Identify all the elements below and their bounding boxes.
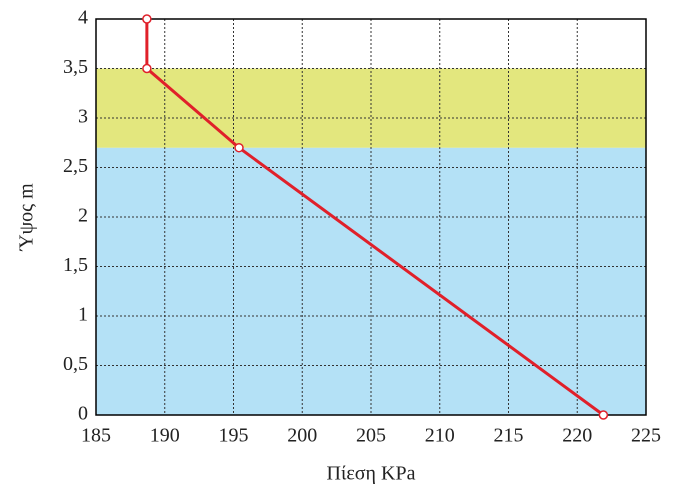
x-tick-label: 195 — [219, 425, 249, 447]
x-tick-label: 190 — [150, 425, 180, 447]
series-line — [145, 19, 605, 417]
x-tick-label: 215 — [494, 425, 524, 447]
y-tick-label: 1 — [78, 304, 88, 326]
y-tick-label: 0 — [78, 403, 88, 425]
plot-frame — [95, 18, 647, 416]
y-tick-label: 3 — [78, 106, 88, 128]
y-tick-label: 4 — [78, 7, 88, 29]
x-tick-label: 205 — [356, 425, 386, 447]
point-marker — [234, 142, 244, 153]
x-tick-label: 225 — [631, 425, 661, 447]
y-tick-label: 2 — [78, 205, 88, 227]
x-axis-label: Πίεση KPa — [327, 463, 416, 485]
point-marker — [142, 63, 152, 74]
y-tick-label: 1,5 — [63, 254, 88, 276]
x-tick-label: 200 — [287, 425, 317, 447]
point-marker — [142, 14, 152, 24]
x-tick-label: 220 — [562, 425, 592, 447]
y-tick-label: 2,5 — [63, 155, 88, 177]
point-marker — [598, 410, 609, 420]
x-tick-label: 185 — [81, 425, 111, 447]
y-tick-label: 0,5 — [63, 353, 88, 375]
y-axis-label: Ύψος m — [16, 183, 38, 252]
y-tick-label: 3,5 — [63, 56, 88, 78]
x-tick-label: 210 — [425, 425, 455, 447]
